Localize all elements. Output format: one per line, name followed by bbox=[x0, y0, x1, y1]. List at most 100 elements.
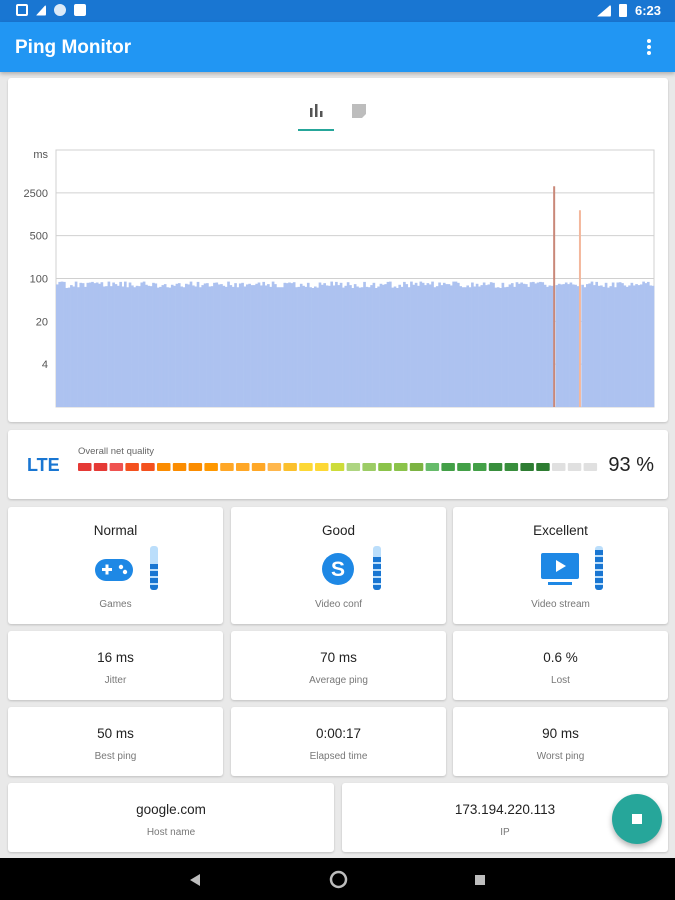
quality-segment bbox=[520, 463, 534, 471]
ping-bar bbox=[131, 285, 134, 407]
ping-bar bbox=[569, 282, 573, 407]
ping-bar bbox=[604, 282, 608, 407]
ping-bar bbox=[56, 284, 59, 407]
ping-bar bbox=[194, 286, 198, 407]
ping-bar bbox=[405, 284, 409, 407]
ping-bar bbox=[508, 284, 512, 407]
ping-bar bbox=[515, 282, 519, 407]
ping-bar bbox=[323, 283, 326, 407]
quality-segment bbox=[204, 463, 218, 471]
ping-bar bbox=[602, 286, 606, 407]
ping-bar bbox=[180, 286, 183, 407]
quality-segment bbox=[93, 463, 108, 471]
quality-segment bbox=[125, 463, 139, 471]
ping-bar bbox=[630, 282, 634, 407]
ping-bar bbox=[203, 283, 207, 407]
ping-bar bbox=[419, 281, 423, 407]
home-icon[interactable] bbox=[329, 870, 348, 889]
notification-icon bbox=[16, 4, 28, 16]
tab-chart[interactable] bbox=[298, 103, 334, 131]
ping-bar bbox=[346, 282, 350, 407]
ping-bar bbox=[412, 284, 416, 407]
ping-bar bbox=[440, 285, 444, 407]
ping-bar bbox=[576, 286, 580, 407]
ping-bar bbox=[217, 284, 221, 407]
ping-bar bbox=[159, 286, 162, 407]
ping-bar bbox=[281, 287, 284, 407]
quality-segment bbox=[267, 463, 282, 471]
quality-bar bbox=[78, 463, 598, 471]
ping-bar bbox=[628, 285, 631, 407]
ping-bar bbox=[616, 282, 620, 407]
ping-bar bbox=[398, 284, 402, 407]
ping-bar bbox=[304, 286, 308, 407]
ping-bar bbox=[428, 284, 432, 407]
stop-button[interactable] bbox=[612, 794, 662, 844]
ping-bar bbox=[297, 286, 301, 407]
ping-bar bbox=[264, 285, 268, 407]
ping-bar bbox=[379, 283, 383, 407]
recents-icon[interactable] bbox=[474, 874, 486, 886]
ping-bar bbox=[358, 287, 362, 407]
ping-bar bbox=[431, 281, 434, 407]
ping-bar bbox=[154, 283, 158, 407]
ping-bar bbox=[163, 284, 167, 407]
video-stream-level bbox=[595, 546, 603, 590]
level-fill bbox=[150, 563, 158, 590]
ping-bar bbox=[611, 282, 615, 407]
ping-bar bbox=[435, 286, 439, 407]
ping-bar bbox=[635, 284, 638, 407]
ping-bar bbox=[595, 281, 599, 407]
ping-bar bbox=[489, 282, 493, 407]
quality-segment bbox=[552, 463, 566, 471]
ping-bar bbox=[339, 282, 343, 407]
app-card-video-stream: Excellent Video stream bbox=[453, 507, 668, 624]
ping-bar bbox=[142, 281, 146, 407]
tab-map[interactable] bbox=[341, 103, 377, 131]
ping-bar bbox=[285, 283, 289, 407]
ping-bar bbox=[107, 281, 111, 407]
ping-bar bbox=[189, 281, 193, 407]
ping-bar bbox=[170, 284, 174, 407]
ping-bar bbox=[145, 284, 148, 407]
ping-bar bbox=[238, 283, 242, 407]
ping-bar bbox=[295, 287, 298, 407]
ping-bar bbox=[100, 282, 104, 407]
ping-bar bbox=[487, 284, 491, 407]
ping-bar bbox=[651, 285, 655, 407]
ping-bar bbox=[555, 285, 559, 407]
ping-bar bbox=[534, 283, 538, 407]
quality-segment bbox=[220, 463, 234, 471]
quality-segment bbox=[488, 463, 503, 471]
quality-segment bbox=[425, 463, 440, 471]
ping-bar bbox=[449, 285, 453, 407]
stat-value: 90 ms bbox=[542, 726, 579, 741]
ping-bar bbox=[351, 287, 355, 407]
ping-bar bbox=[478, 286, 481, 407]
y-tick-label: 20 bbox=[36, 316, 48, 328]
ping-bar bbox=[252, 285, 256, 407]
ping-bar bbox=[372, 282, 376, 407]
more-vert-icon[interactable] bbox=[639, 36, 659, 58]
ping-bar bbox=[311, 287, 315, 407]
ping-bar bbox=[585, 284, 589, 407]
ping-bar bbox=[255, 283, 258, 407]
quality-segment bbox=[567, 463, 582, 471]
app-name: Video stream bbox=[531, 599, 590, 610]
ping-bar bbox=[571, 284, 575, 407]
ping-bar bbox=[597, 285, 601, 407]
ping-bar bbox=[269, 286, 273, 407]
ping-bar bbox=[550, 285, 554, 407]
ping-bar bbox=[623, 285, 627, 407]
ping-bar bbox=[278, 287, 282, 407]
ping-bar bbox=[210, 286, 214, 407]
ping-bar bbox=[166, 287, 169, 407]
back-icon[interactable] bbox=[188, 873, 202, 887]
ping-bar bbox=[583, 287, 587, 407]
ping-bar bbox=[241, 282, 244, 407]
ping-bar bbox=[360, 287, 364, 407]
ping-bar bbox=[496, 287, 500, 407]
ping-bar bbox=[480, 285, 484, 407]
ping-bar bbox=[567, 284, 570, 407]
ping-bar bbox=[283, 282, 287, 407]
